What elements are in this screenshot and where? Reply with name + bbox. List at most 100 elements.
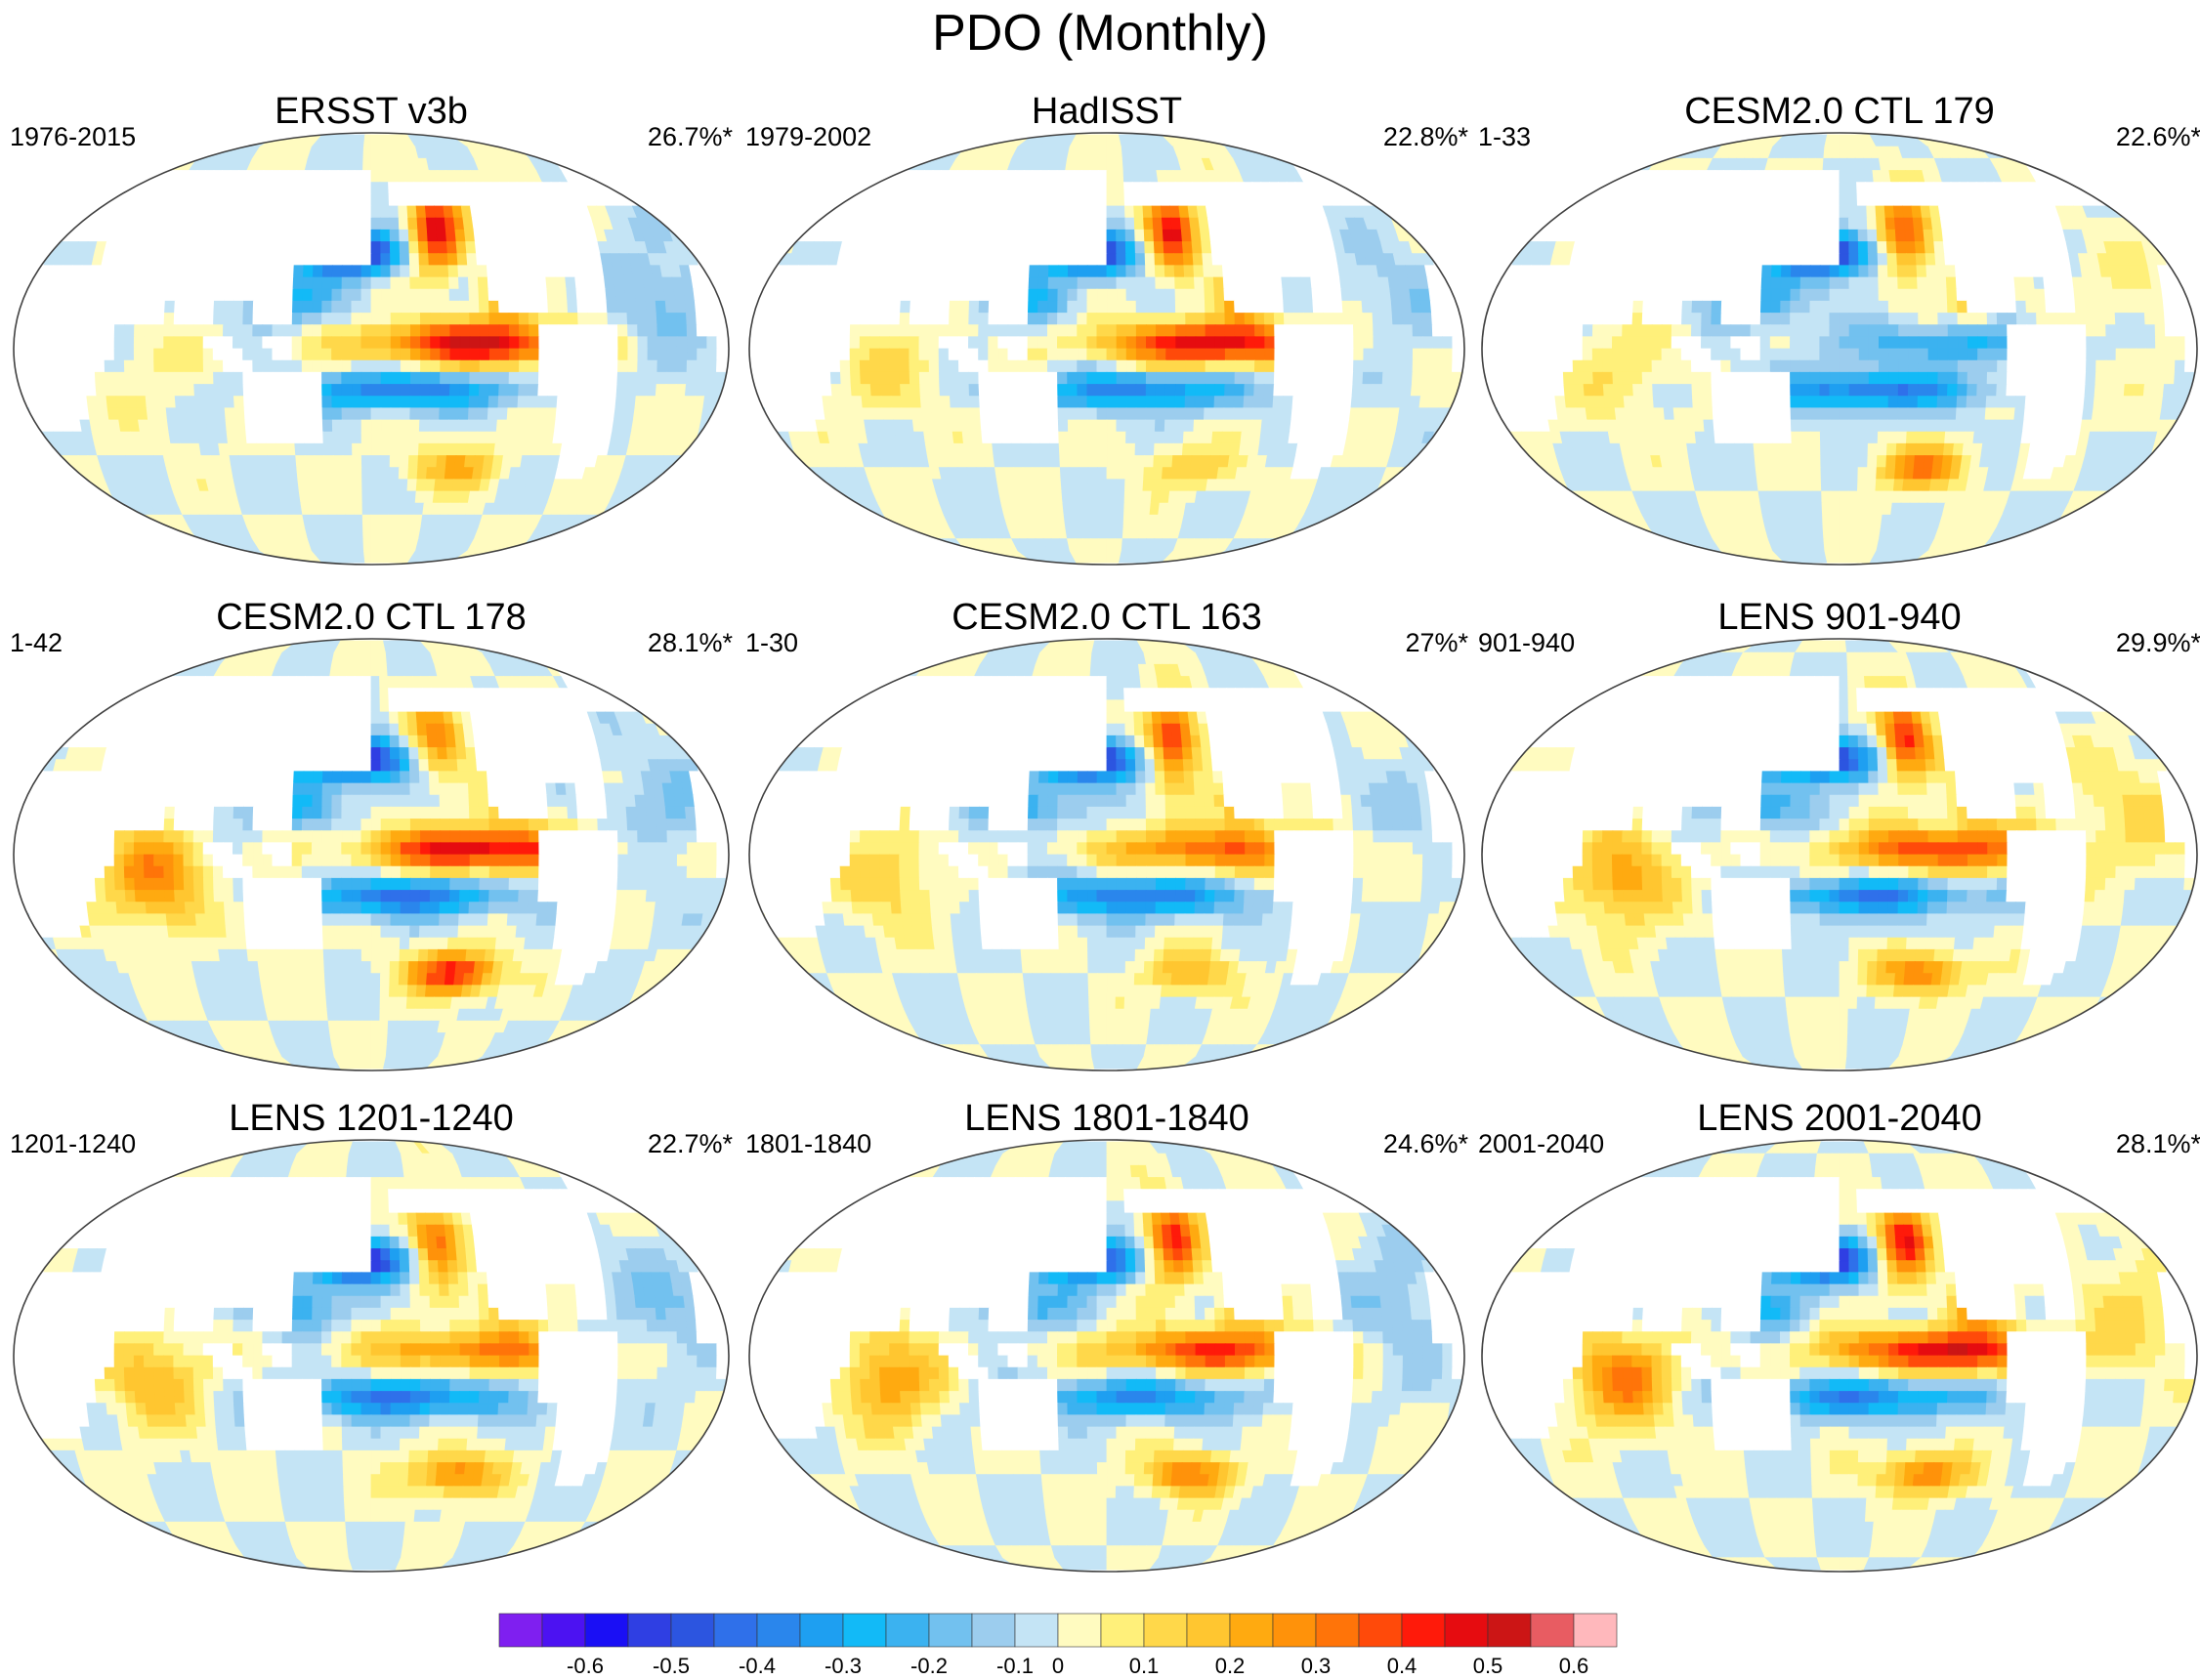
sst-cell xyxy=(148,134,194,147)
sst-cell xyxy=(839,371,852,385)
sst-cell xyxy=(1308,134,1360,147)
sst-cell xyxy=(832,502,851,516)
sst-cell xyxy=(697,229,712,242)
sst-cell xyxy=(92,146,121,159)
sst-cell xyxy=(1007,300,1020,314)
sst-cell xyxy=(427,442,439,456)
sst-cell xyxy=(114,384,127,398)
sst-cell xyxy=(145,396,157,409)
sst-cell xyxy=(1069,479,1080,492)
sst-cell xyxy=(999,265,1011,278)
sst-cell xyxy=(578,134,631,147)
sst-cell xyxy=(992,241,1004,255)
sst-cell xyxy=(446,431,459,444)
sst-cell xyxy=(126,407,139,421)
sst-cell xyxy=(1213,384,1226,398)
sst-cell xyxy=(123,359,136,373)
sst-cell xyxy=(233,300,244,314)
sst-cell xyxy=(484,442,496,456)
sst-cell xyxy=(331,396,343,409)
sst-cell xyxy=(1290,276,1303,290)
sst-cell xyxy=(58,205,75,219)
sst-cell xyxy=(880,288,893,302)
sst-cell xyxy=(416,217,428,231)
sst-cell xyxy=(342,455,354,469)
sst-cell xyxy=(1274,348,1286,361)
sst-cell xyxy=(390,336,402,350)
sst-cell xyxy=(1134,241,1146,255)
sst-cell xyxy=(1134,442,1146,456)
sst-cell xyxy=(1249,253,1262,267)
sst-cell xyxy=(360,359,372,373)
sst-cell xyxy=(1392,336,1404,350)
sst-cell xyxy=(1078,442,1089,456)
sst-cell xyxy=(695,371,707,385)
sst-cell xyxy=(291,300,304,314)
sst-cell xyxy=(55,193,73,207)
sst-cell xyxy=(1155,384,1166,398)
sst-cell xyxy=(1204,288,1215,302)
sst-cell xyxy=(635,514,656,527)
sst-cell xyxy=(440,359,451,373)
sst-cell xyxy=(575,157,596,171)
sst-cell xyxy=(232,348,244,361)
sst-cell xyxy=(1221,265,1234,278)
sst-cell xyxy=(697,348,708,361)
sst-cell xyxy=(535,407,548,421)
sst-cell xyxy=(811,300,824,314)
sst-cell xyxy=(282,396,294,409)
sst-cell xyxy=(1017,371,1029,385)
sst-cell xyxy=(1442,348,1454,361)
sst-cell xyxy=(164,538,188,552)
sst-cell xyxy=(1320,146,1346,159)
sst-cell xyxy=(1125,359,1137,373)
sst-cell xyxy=(44,217,61,231)
sst-cell xyxy=(351,396,362,409)
sst-cell xyxy=(34,348,46,361)
sst-cell xyxy=(1096,455,1108,469)
sst-cell xyxy=(312,384,323,398)
sst-cell xyxy=(957,348,969,361)
sst-cell xyxy=(379,193,390,207)
sst-cell xyxy=(1253,324,1266,338)
sst-cell xyxy=(457,419,469,433)
sst-cell xyxy=(1222,407,1235,421)
sst-cell xyxy=(213,396,226,409)
sst-cell xyxy=(978,300,990,314)
sst-cell xyxy=(652,490,669,504)
sst-cell xyxy=(1443,419,1458,433)
sst-cell xyxy=(861,288,873,302)
sst-cell xyxy=(1421,359,1434,373)
sst-cell xyxy=(524,550,565,564)
sst-cell xyxy=(938,313,951,326)
sst-cell xyxy=(607,371,618,385)
sst-cell xyxy=(1057,324,1069,338)
sst-cell xyxy=(361,205,372,219)
sst-cell xyxy=(1249,431,1262,444)
sst-cell xyxy=(154,526,175,540)
sst-cell xyxy=(255,253,267,267)
sst-cell xyxy=(164,146,188,159)
sst-cell xyxy=(1184,384,1197,398)
sst-cell xyxy=(243,276,256,290)
sst-cell xyxy=(286,217,299,231)
sst-cell xyxy=(1079,182,1090,195)
sst-cell xyxy=(852,146,878,159)
sst-cell xyxy=(636,313,649,326)
sst-cell xyxy=(263,288,275,302)
sst-cell xyxy=(315,467,326,481)
sst-cell xyxy=(455,241,468,255)
sst-cell xyxy=(435,217,446,231)
sst-cell xyxy=(153,384,166,398)
sst-cell xyxy=(983,455,995,469)
sst-cell xyxy=(1011,455,1024,469)
sst-cell xyxy=(1123,193,1135,207)
sst-cell xyxy=(1077,265,1088,278)
sst-cell xyxy=(918,348,930,361)
sst-cell xyxy=(1342,371,1354,385)
sst-cell xyxy=(370,442,382,456)
sst-cell xyxy=(685,313,698,326)
sst-cell xyxy=(879,313,891,326)
sst-cell xyxy=(529,359,540,373)
sst-cell xyxy=(859,324,871,338)
